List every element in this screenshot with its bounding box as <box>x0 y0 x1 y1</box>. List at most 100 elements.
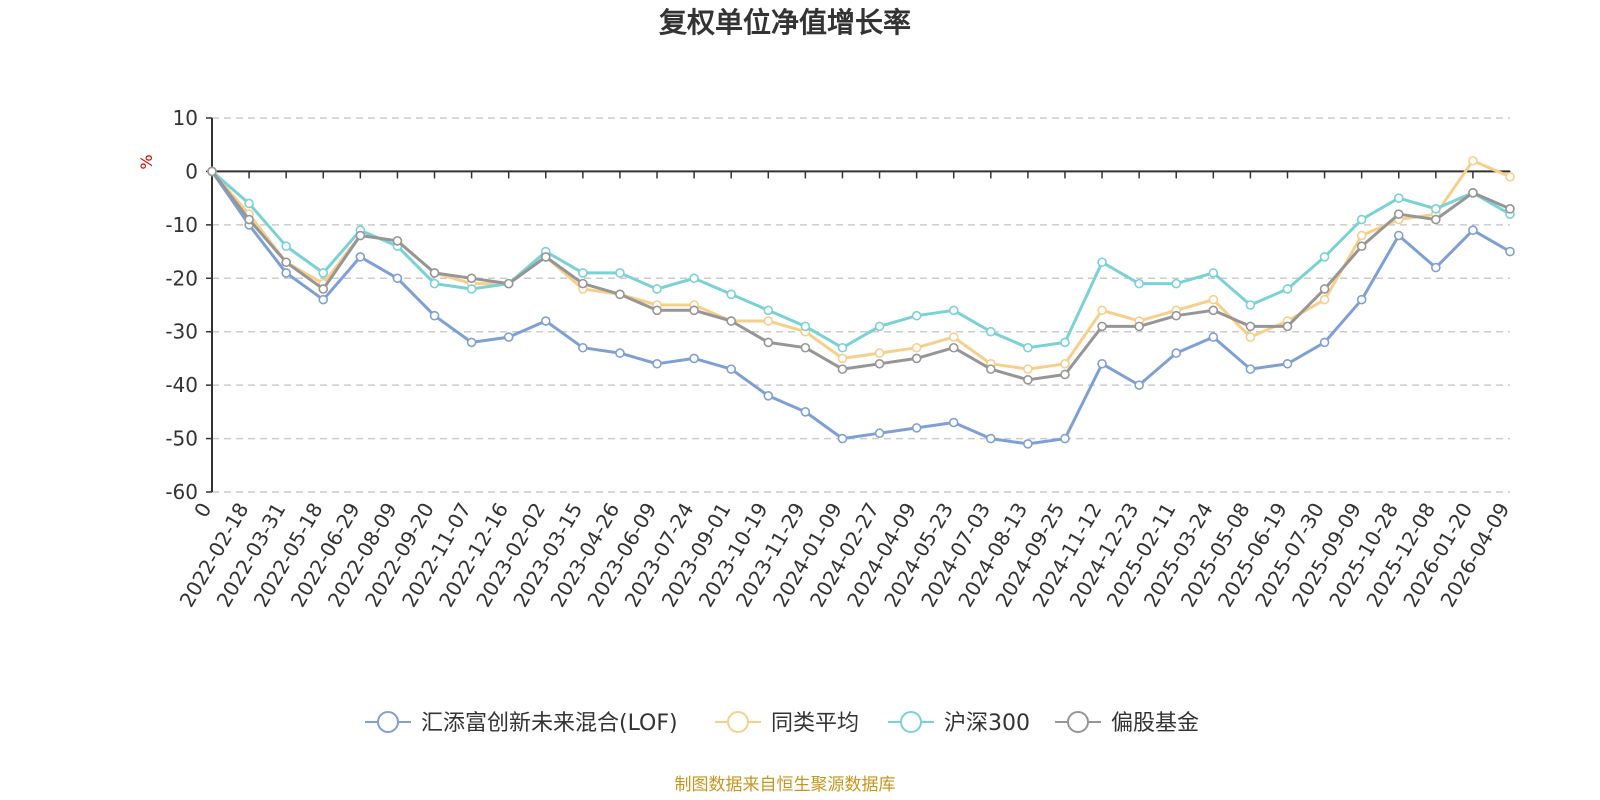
data-point <box>837 342 848 353</box>
data-point <box>1393 209 1404 219</box>
data-point <box>1356 241 1367 252</box>
source-note: 制图数据来自恒生聚源数据库 <box>675 775 896 795</box>
data-point <box>911 353 922 364</box>
data-point <box>1319 294 1330 305</box>
data-point <box>1393 193 1404 203</box>
y-axis-unit: % <box>137 154 156 169</box>
data-point <box>948 342 959 353</box>
data-point <box>800 321 811 332</box>
data-point <box>763 337 774 348</box>
data-point <box>1431 262 1441 273</box>
series-0 <box>207 166 1515 449</box>
data-point <box>874 428 885 439</box>
data-point <box>1208 332 1219 342</box>
data-point <box>652 305 662 316</box>
data-point <box>355 230 366 241</box>
legend-item-0[interactable]: 汇添富创新未来混合(LOF) <box>365 711 678 736</box>
series-line <box>211 170 1511 350</box>
data-point <box>689 353 699 364</box>
data-point <box>1060 369 1070 380</box>
y-tick-label: 0 <box>185 159 198 183</box>
data-point <box>1097 358 1107 369</box>
data-point <box>1097 321 1107 332</box>
y-tick-label: -20 <box>165 266 198 290</box>
data-point <box>1245 332 1256 342</box>
data-point <box>874 321 885 332</box>
series-3 <box>207 166 1515 385</box>
data-point <box>1356 230 1367 241</box>
x-tick-label: 0 <box>189 499 216 522</box>
data-point <box>1468 155 1478 166</box>
data-point <box>837 364 848 374</box>
chart-title: 复权单位净值增长率 <box>659 6 911 39</box>
data-point <box>1505 246 1515 257</box>
data-point <box>726 316 737 326</box>
data-point <box>1023 374 1033 385</box>
plot-area <box>207 155 1515 449</box>
data-point <box>1356 214 1367 225</box>
data-point <box>911 310 922 321</box>
data-point <box>207 166 217 177</box>
data-point <box>318 268 329 278</box>
legend-label: 偏股基金 <box>1111 711 1199 736</box>
data-point <box>1356 294 1367 305</box>
data-point <box>763 391 774 401</box>
data-point <box>1319 337 1330 348</box>
data-point <box>318 294 329 305</box>
data-point <box>503 332 514 342</box>
data-point <box>1023 364 1033 374</box>
y-tick-label: -30 <box>165 320 198 344</box>
data-point <box>1431 204 1441 214</box>
data-point <box>1208 268 1219 278</box>
data-point <box>1134 380 1144 390</box>
legend-label: 汇添富创新未来混合(LOF) <box>421 711 678 736</box>
series-1 <box>207 155 1515 374</box>
data-point <box>948 417 959 428</box>
series-line <box>210 170 1511 382</box>
legend-label: 沪深300 <box>944 711 1030 736</box>
data-point <box>1245 364 1256 374</box>
data-point <box>874 348 885 358</box>
data-point <box>726 364 737 374</box>
data-point <box>355 252 366 262</box>
data-point <box>1097 257 1107 268</box>
data-point <box>837 433 848 444</box>
data-point <box>615 268 625 278</box>
y-tick-label: -50 <box>165 427 198 451</box>
data-point <box>800 342 811 353</box>
legend-item-1[interactable]: 同类平均 <box>715 711 859 736</box>
legend-item-3[interactable]: 偏股基金 <box>1055 711 1199 736</box>
data-point <box>911 342 922 353</box>
legend-marker <box>377 711 399 733</box>
data-point <box>985 326 996 337</box>
data-point <box>1245 321 1256 332</box>
data-point <box>1208 305 1219 316</box>
data-point <box>466 337 477 348</box>
data-point <box>429 278 440 289</box>
data-point <box>429 310 440 321</box>
data-point <box>1319 284 1330 294</box>
data-point <box>1060 433 1070 444</box>
data-point <box>1060 337 1070 348</box>
data-point <box>837 353 848 364</box>
data-point <box>429 268 440 278</box>
y-tick-label: -10 <box>165 213 198 237</box>
data-point <box>726 289 737 300</box>
data-point <box>689 305 699 316</box>
legend[interactable]: 汇添富创新未来混合(LOF) 同类平均 沪深300 偏股基金 <box>365 711 1199 736</box>
legend-item-2[interactable]: 沪深300 <box>888 711 1030 736</box>
data-point <box>1134 278 1144 289</box>
data-point <box>244 214 254 225</box>
data-point <box>874 358 885 369</box>
data-point <box>1171 278 1182 289</box>
data-point <box>578 342 588 353</box>
data-point <box>763 305 774 316</box>
data-point <box>281 241 291 252</box>
data-point <box>948 332 959 342</box>
data-point <box>985 364 996 374</box>
data-point <box>1282 321 1293 332</box>
data-point <box>800 407 811 417</box>
data-point <box>244 198 254 209</box>
data-point <box>615 348 625 358</box>
